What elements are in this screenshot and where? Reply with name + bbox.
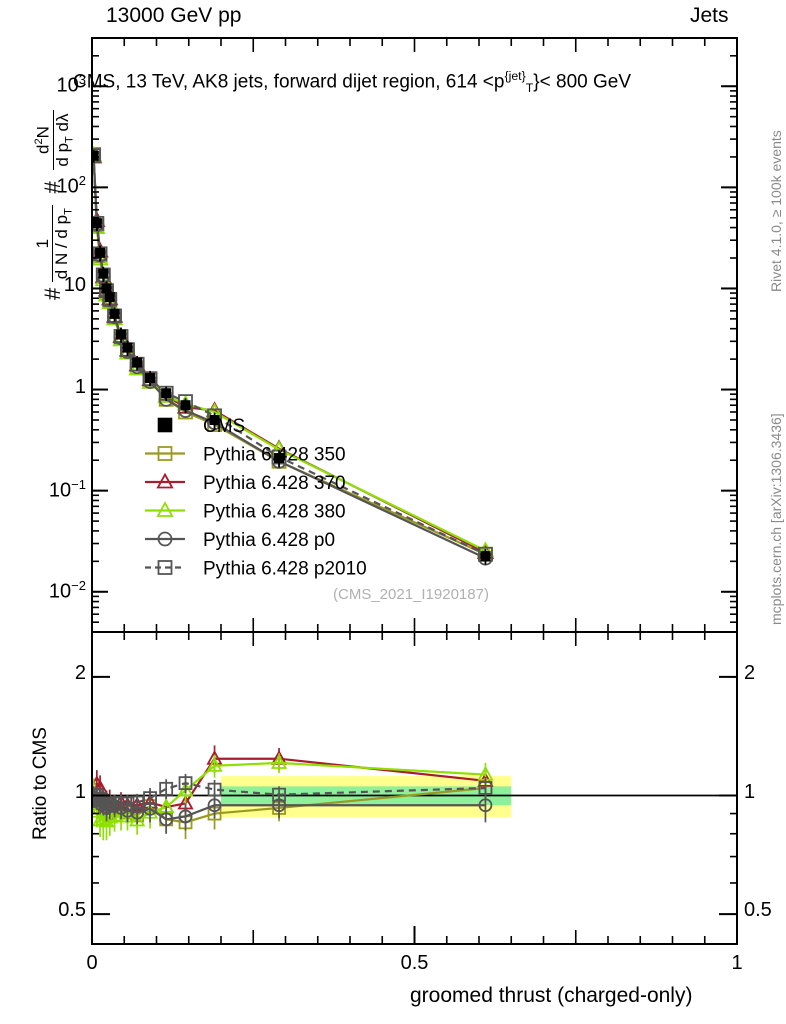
- main-series-line: [92, 156, 486, 560]
- legend-label: CMS: [203, 416, 245, 437]
- y-axis-label-text: # 1 d N / d pT # d2N d pT dλ: [33, 110, 75, 300]
- main-y-tick-label: 10−1: [48, 476, 86, 502]
- main-y-tick-label: 10: [63, 274, 86, 297]
- main-series-line: [92, 155, 486, 556]
- plot-title: CMS, 13 TeV, AK8 jets, forward dijet reg…: [73, 69, 631, 95]
- main-series-markers: [92, 146, 493, 562]
- legend-label: Pythia 6.428 370: [203, 473, 346, 494]
- main-y-tick-label: 103: [56, 72, 86, 97]
- cms-data-points: [92, 149, 491, 565]
- legend-label: Pythia 6.428 p2010: [203, 559, 367, 580]
- x-tick-label: 0: [86, 952, 98, 974]
- main-series-markers: [92, 145, 495, 558]
- main-series-line: [92, 154, 486, 556]
- plot-title-tail: }< 800 GeV: [533, 71, 632, 93]
- legend-label: Pythia 6.428 350: [203, 445, 346, 466]
- ratio-y-tick-label-right: 1: [744, 780, 756, 803]
- plot-title-sup: {jet}: [504, 69, 526, 83]
- main-y-tick-label: 102: [56, 173, 86, 198]
- main-series-group: [92, 145, 495, 566]
- header-left: 13000 GeV pp: [106, 4, 242, 27]
- ratio-y-tick-label: 1: [74, 780, 86, 803]
- ratio-y-tick-label: 2: [74, 661, 86, 684]
- x-tick-label: 0.5: [400, 952, 429, 974]
- main-y-tick-label: 1: [74, 375, 86, 398]
- main-series-markers: [92, 147, 495, 559]
- side-text-rivet: Rivet 4.1.0, ≥ 100k events: [768, 130, 784, 292]
- side-text-mcplots: mcplots.cern.ch [arXiv:1306.3436]: [768, 413, 784, 625]
- legend-label: Pythia 6.428 380: [203, 502, 346, 523]
- main-series-markers: [92, 148, 493, 562]
- ratio-y-tick-label-right: 0.5: [744, 899, 772, 922]
- ratio-y-tick-label: 0.5: [58, 899, 86, 922]
- ratio-series-line: [93, 782, 486, 806]
- ratio-series-group: [92, 745, 494, 841]
- watermark: (CMS_2021_I1920187): [333, 586, 489, 603]
- ratio-series-markers: [92, 773, 493, 816]
- x-axis-label: groomed thrust (charged-only): [410, 984, 693, 1007]
- main-y-tick-label: 10−2: [48, 577, 86, 603]
- y-axis-label: # 1 d N / d pT # d2N d pT dλ: [33, 110, 75, 300]
- x-tick-label: 1: [731, 952, 743, 974]
- ratio-uncertainty-bands: [92, 776, 737, 818]
- header-right: Jets: [690, 4, 729, 27]
- plot-title-sub: T: [525, 81, 534, 96]
- main-panel-frame: [91, 37, 738, 633]
- plot-title-main: CMS, 13 TeV, AK8 jets, forward dijet reg…: [73, 71, 505, 93]
- ratio-y-tick-label-right: 2: [744, 661, 756, 684]
- legend-label: Pythia 6.428 p0: [203, 530, 335, 551]
